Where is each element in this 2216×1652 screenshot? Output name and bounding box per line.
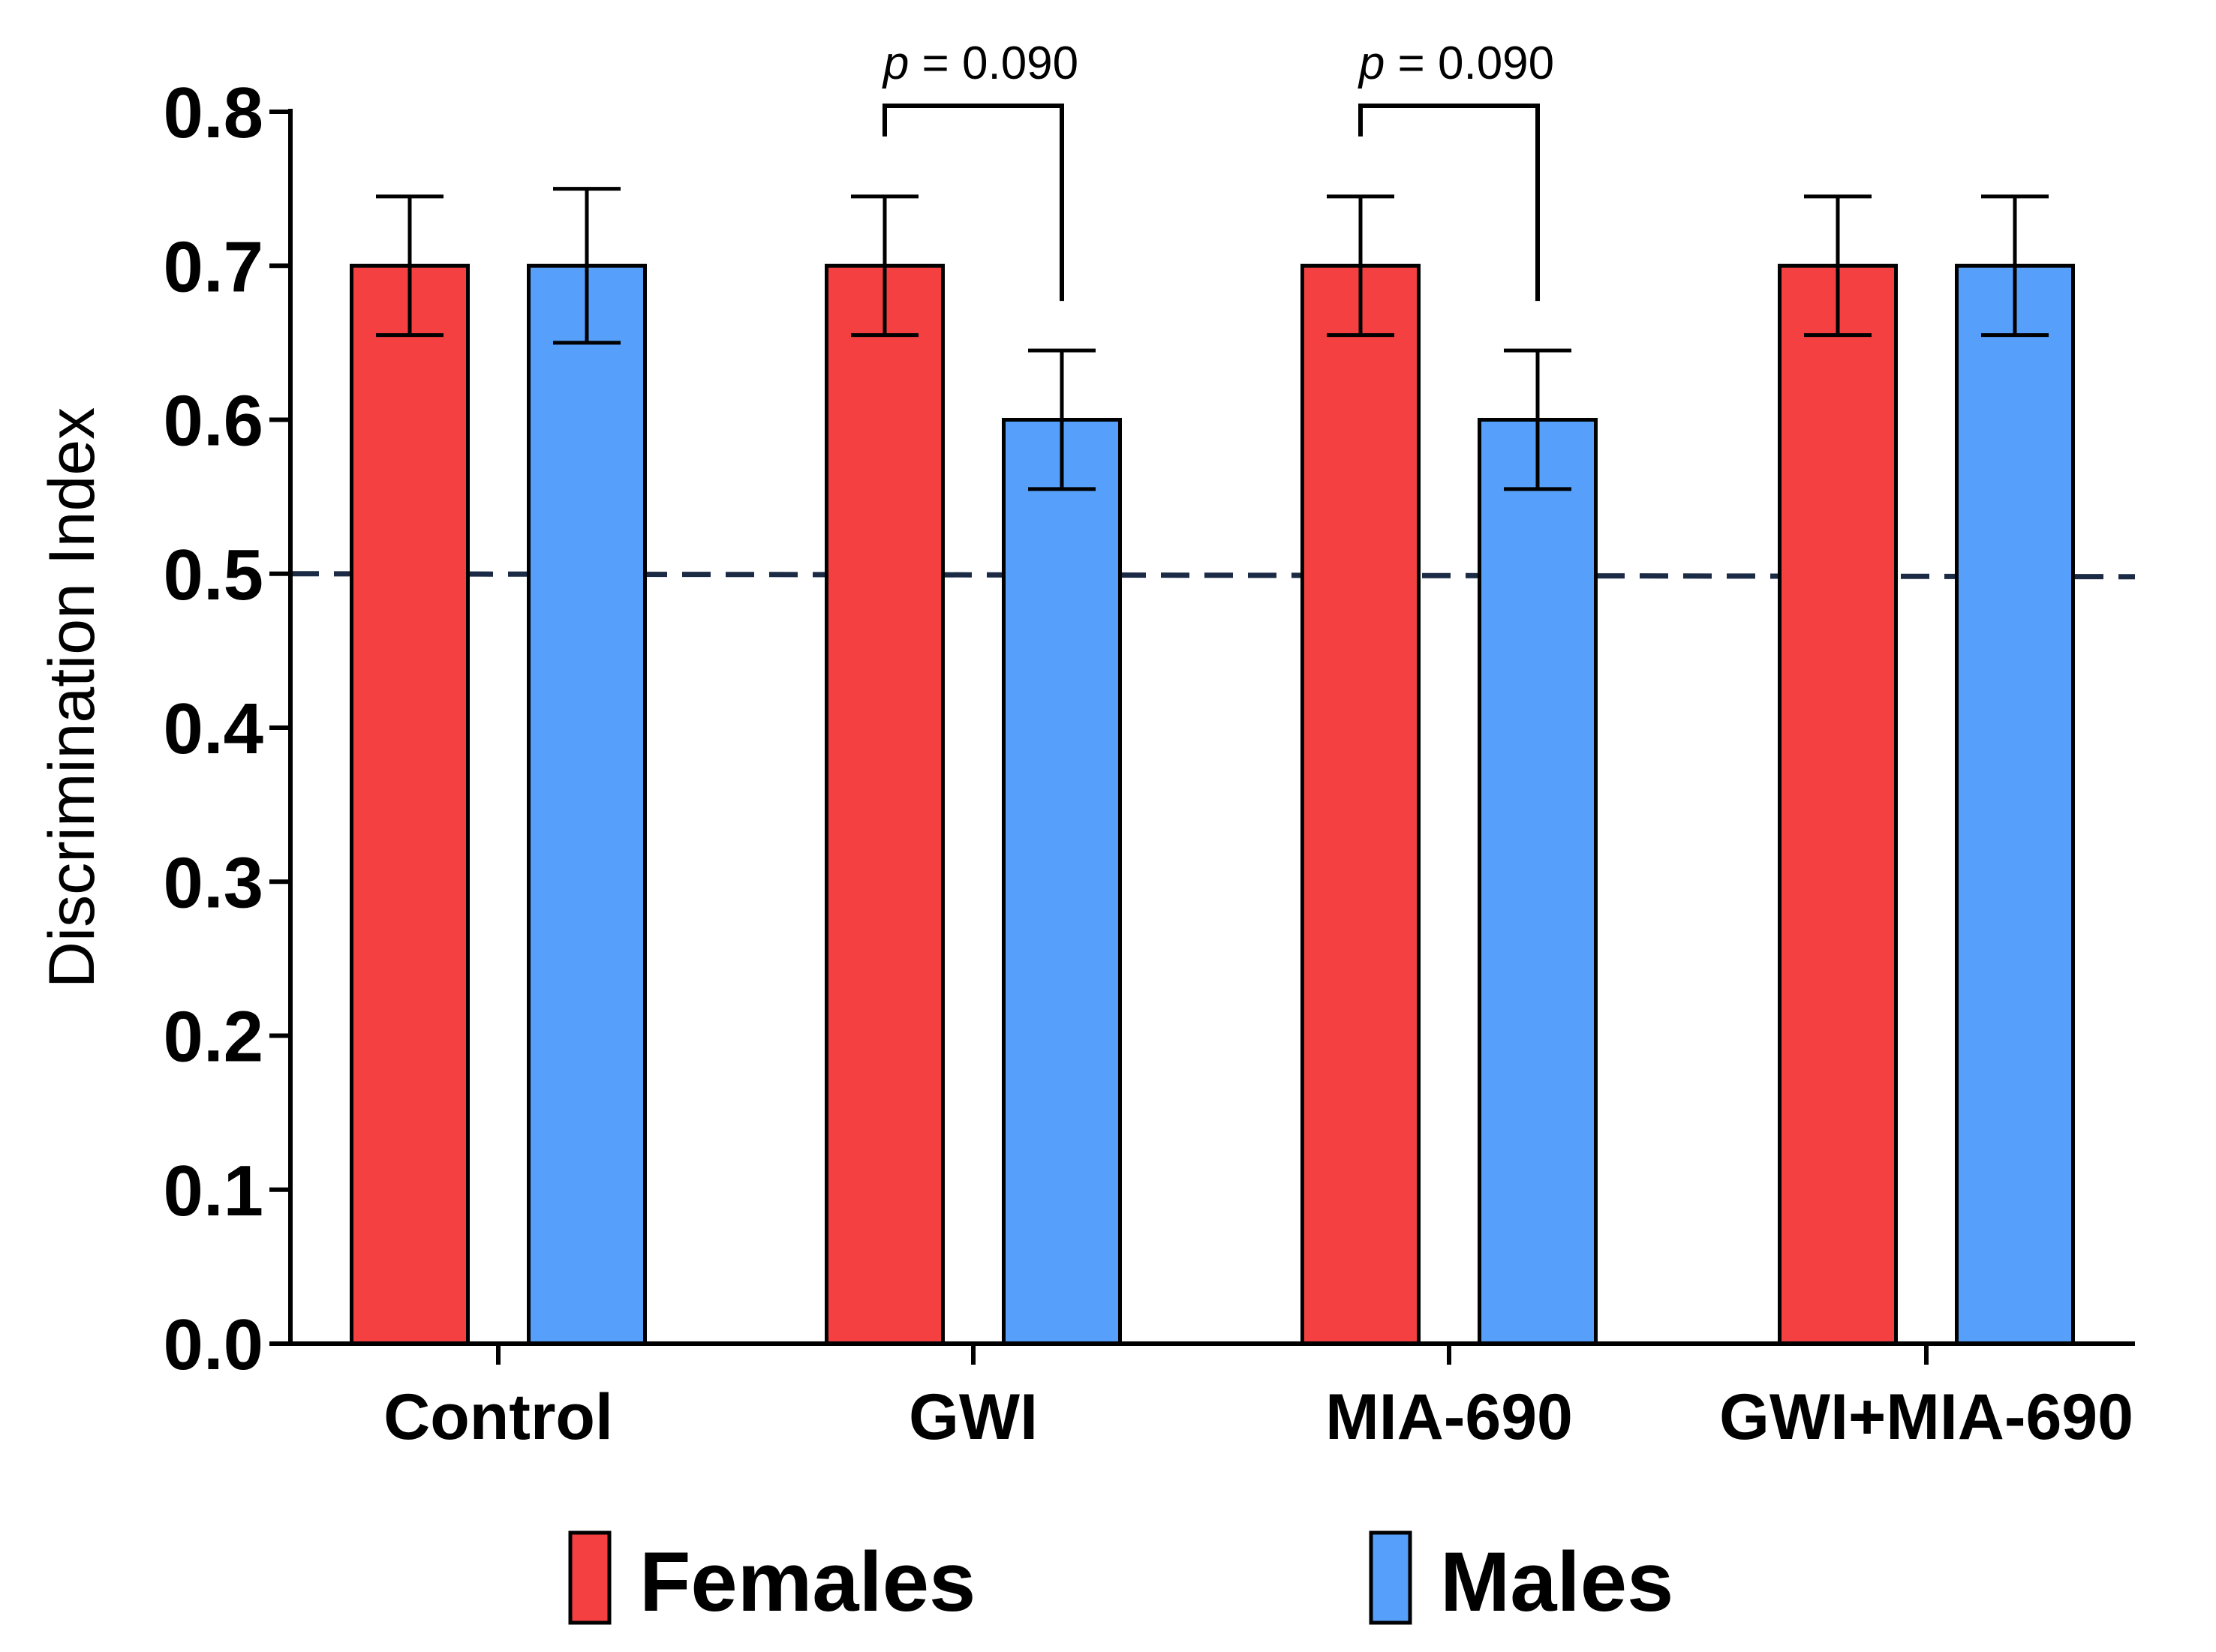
x-tick-label-gwi: GWI	[909, 1381, 1038, 1453]
y-tick-label: 0.2	[164, 997, 263, 1077]
bar-males-gwi-mia-690	[1955, 263, 2075, 1346]
p-value-label: p = 0.090	[1358, 38, 1554, 89]
bracket-line	[882, 104, 1064, 302]
legend-label-males: Males	[1440, 1535, 1673, 1629]
legend-item-males: Males	[1369, 1530, 1673, 1629]
error-bars-layer	[376, 187, 2049, 491]
error-bar-males-gwi	[1028, 348, 1096, 491]
bar-males-gwi	[1002, 418, 1122, 1346]
error-bar-females-control	[376, 194, 444, 338]
legend-swatch-males	[1369, 1530, 1412, 1625]
y-tick-label: 0.1	[164, 1151, 263, 1231]
bar-females-gwi-mia-690	[1778, 263, 1898, 1346]
y-tick-label: 0.4	[164, 689, 263, 769]
y-tick-label: 0.3	[164, 843, 263, 923]
error-bar-males-gwi-mia-690	[1981, 194, 2049, 338]
y-tick-label: 0.6	[164, 381, 263, 461]
annotations-layer: p = 0.090 p = 0.090	[882, 38, 1554, 302]
error-bar-females-gwi	[851, 194, 919, 338]
axes-layer: 0.0 0.1 0.2 0.3 0.4 0.5 0.6 0.7 0.8 Control GWI MIA…	[36, 73, 2135, 1453]
x-tick-label-control: Control	[383, 1381, 613, 1453]
error-bar-males-control	[553, 187, 621, 345]
p-value-label: p = 0.090	[882, 38, 1078, 89]
bar-males-mia-690	[1478, 418, 1598, 1346]
p-value: = 0.090	[1385, 38, 1554, 89]
error-bar-females-gwi-mia-690	[1804, 194, 1872, 338]
y-tick-label: 0.0	[164, 1305, 263, 1385]
legend-swatch-females	[568, 1530, 612, 1625]
bars-layer	[350, 263, 2075, 1346]
x-tick-label-mia-690: MIA-690	[1325, 1381, 1573, 1453]
y-tick-label: 0.8	[164, 73, 263, 153]
legend-label-females: Females	[639, 1535, 976, 1629]
bracket-line	[1358, 104, 1540, 302]
bar-females-control	[350, 263, 470, 1346]
significance-bracket-gwi: p = 0.090	[882, 38, 1078, 302]
y-tick-label: 0.7	[164, 227, 263, 307]
p-symbol: p	[882, 38, 909, 89]
bar-males-control	[527, 263, 647, 1346]
y-axis-title: Discrimination Index	[36, 407, 108, 988]
significance-bracket-mia-690: p = 0.090	[1358, 38, 1554, 302]
y-tick-label: 0.5	[164, 535, 263, 615]
x-tick-label-gwi-mia-690: GWI+MIA-690	[1719, 1381, 2133, 1453]
error-bar-males-mia-690	[1504, 348, 1571, 491]
error-bar-females-mia-690	[1327, 194, 1394, 338]
bar-females-gwi	[825, 263, 945, 1346]
p-symbol: p	[1358, 38, 1385, 89]
bar-females-mia-690	[1300, 263, 1421, 1346]
legend-item-females: Females	[568, 1530, 976, 1629]
p-value: = 0.090	[909, 38, 1078, 89]
legend: Females Males	[568, 1530, 1673, 1629]
